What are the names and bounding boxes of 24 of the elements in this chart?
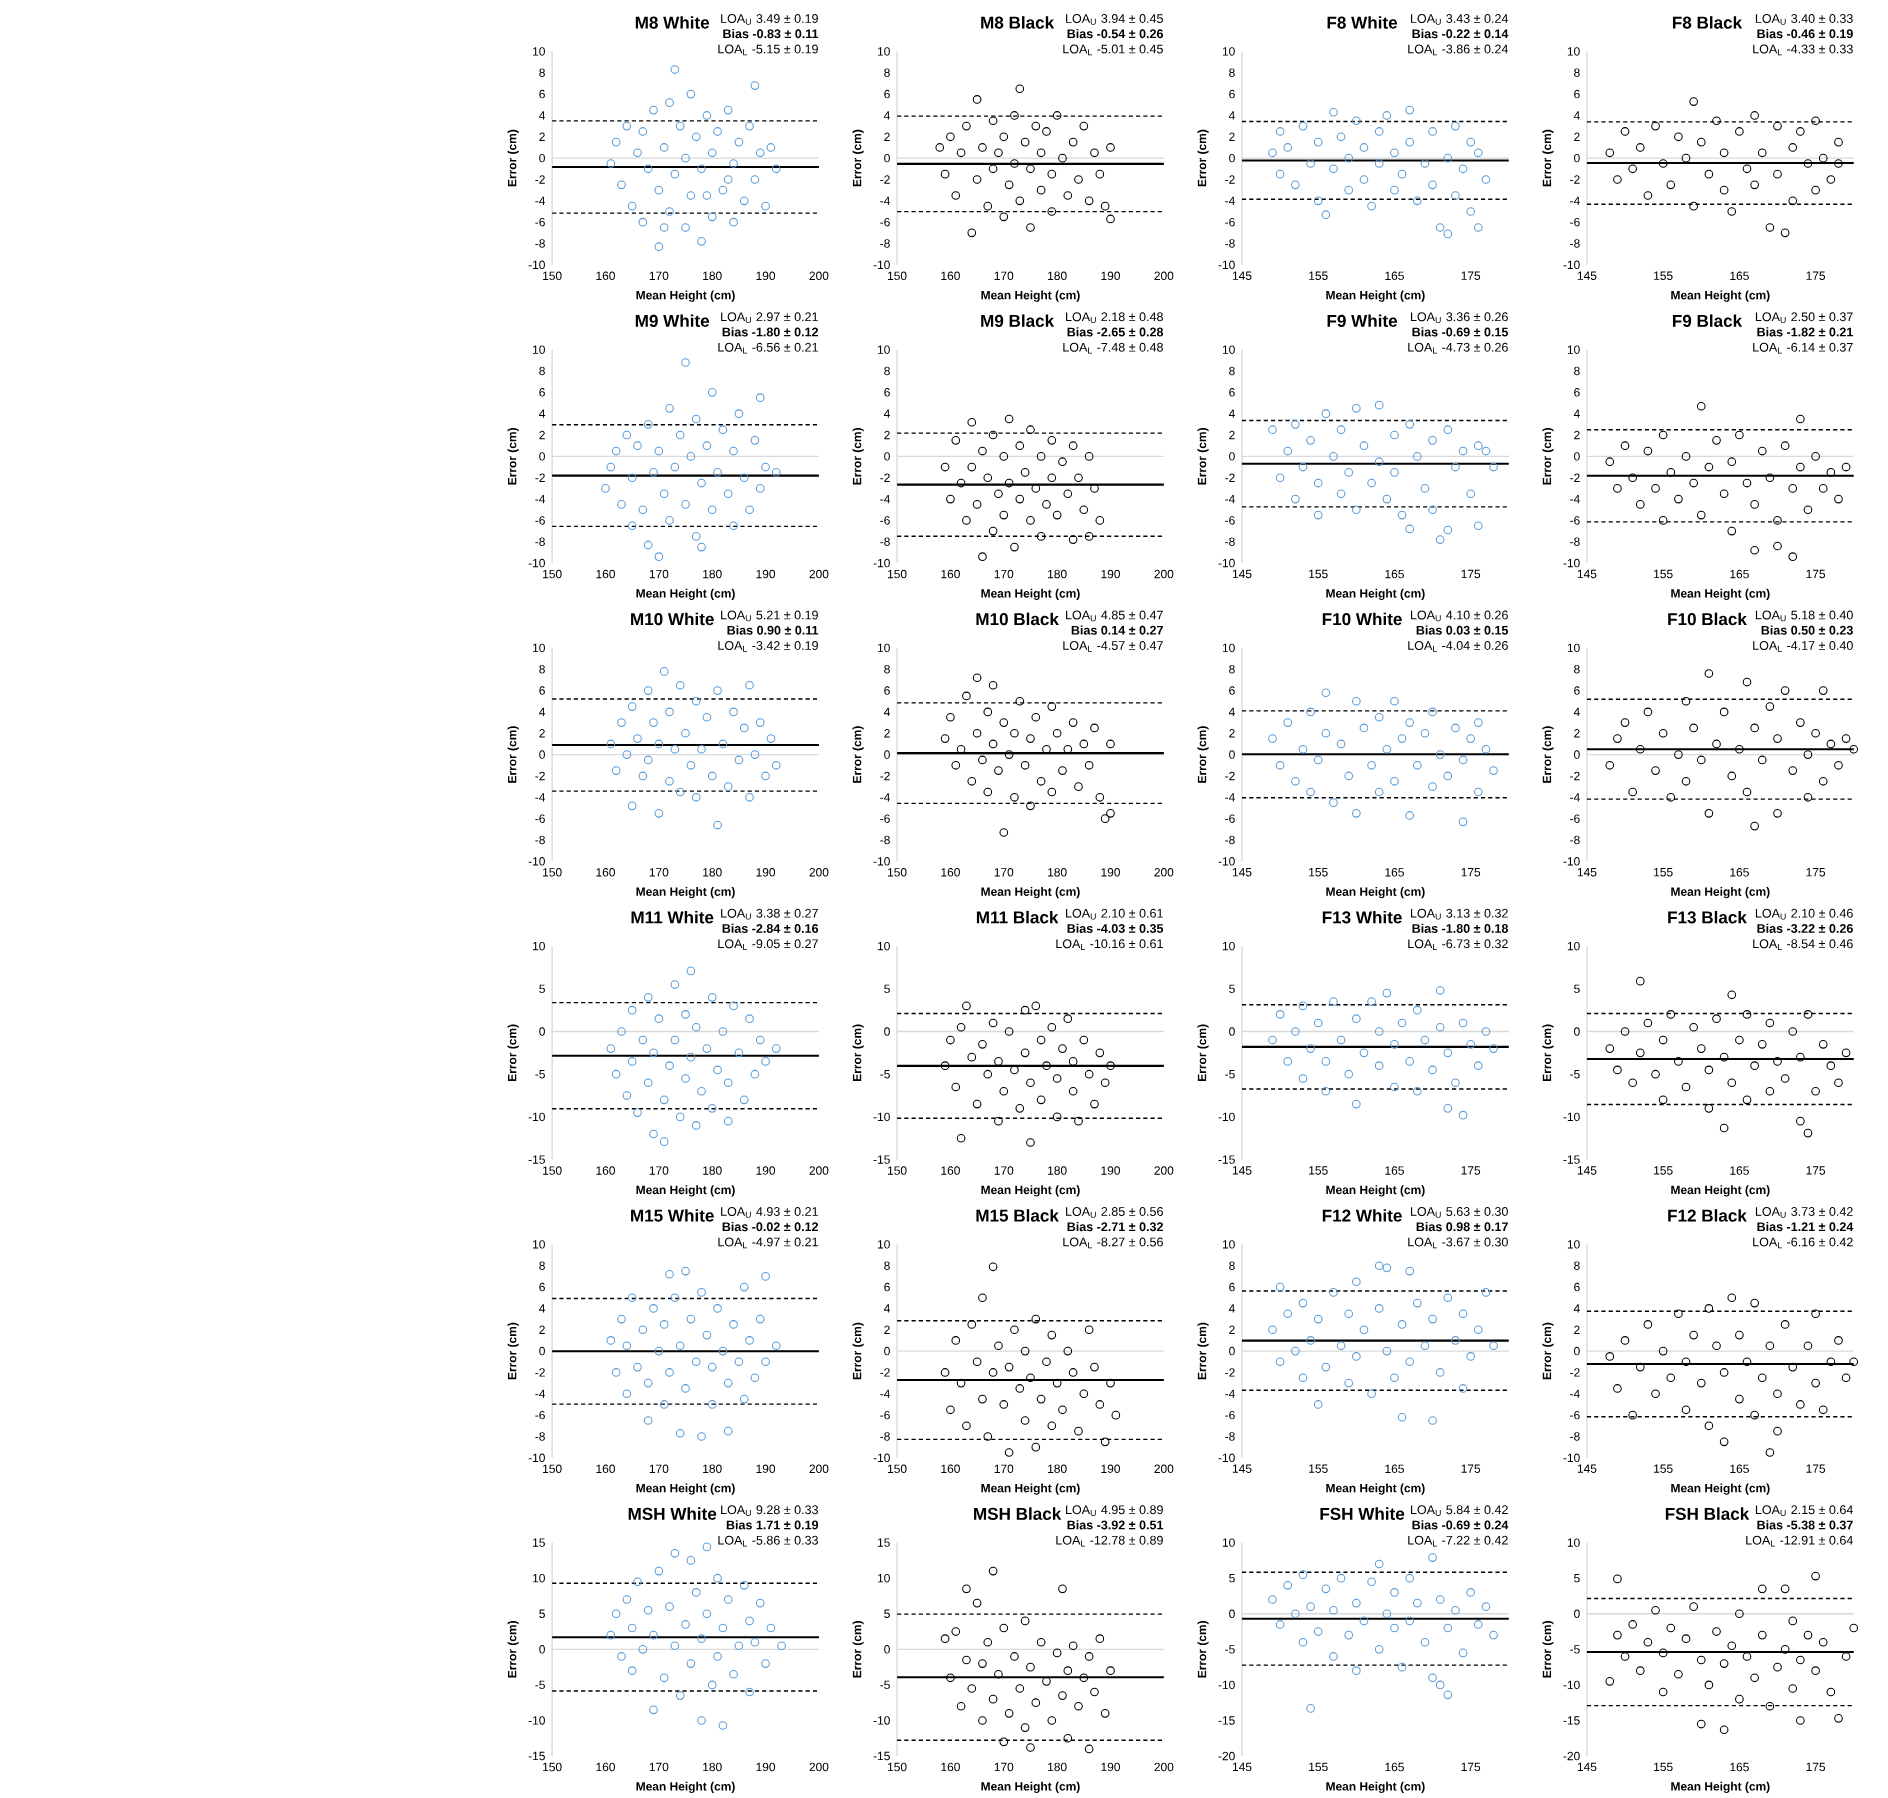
- chart-title: M9 White: [635, 313, 710, 327]
- chart-title: F8 White: [1327, 15, 1398, 29]
- chart-title: FSH White: [1320, 1506, 1405, 1520]
- chart-title: M10 White: [631, 612, 714, 625]
- chart-title: M8 White: [635, 15, 710, 29]
- chart-title: F8 Black: [1672, 15, 1743, 29]
- chart-title: M9 Black: [981, 313, 1055, 327]
- chart-title: F13 Black: [1668, 910, 1747, 923]
- chart-title: F9 White: [1327, 313, 1398, 327]
- chart-title: M11 White: [631, 910, 714, 923]
- chart-title: F13 White: [1322, 910, 1402, 923]
- chart-title: M10 Black: [976, 612, 1059, 625]
- chart-title: F10 White: [1322, 612, 1402, 625]
- chart-title: M11 Black: [976, 910, 1059, 923]
- chart-title: M15 Black: [976, 1208, 1059, 1222]
- chart-title: MSH White: [628, 1506, 717, 1520]
- chart-title: M8 Black: [981, 15, 1055, 29]
- chart-title: F9 Black: [1672, 313, 1743, 327]
- chart-title: M15 White: [631, 1208, 714, 1222]
- chart-title: F10 Black: [1668, 612, 1747, 625]
- chart-title: F12 Black: [1668, 1208, 1747, 1222]
- chart-title: FSH Black: [1665, 1506, 1750, 1520]
- chart-title: F12 White: [1322, 1208, 1402, 1222]
- chart-title: MSH Black: [974, 1506, 1062, 1520]
